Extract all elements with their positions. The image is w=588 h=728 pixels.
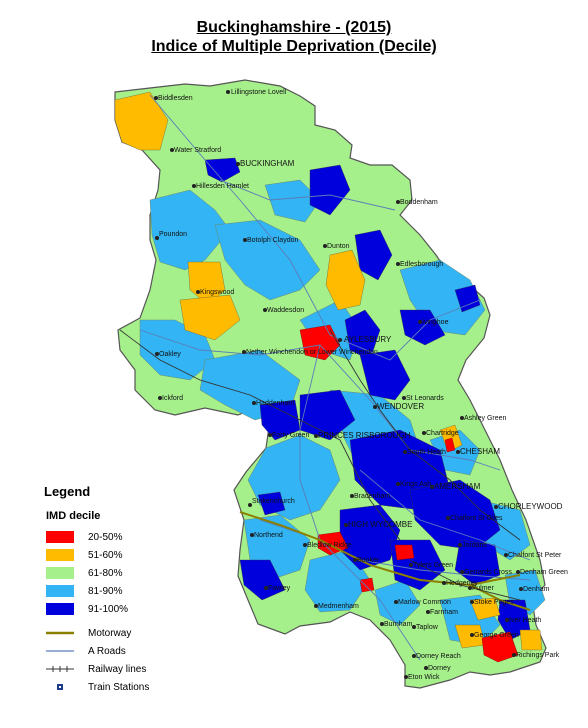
railway-lines (119, 329, 521, 601)
legend-title: Legend (44, 484, 91, 499)
place-label: Botolph Claydon (247, 237, 298, 244)
legend-row-railway: Railway lines (46, 662, 146, 676)
place-label: Denham Green (520, 569, 568, 576)
place-label: Fulmer (472, 585, 494, 592)
place-label: Northend (254, 532, 283, 539)
map-legend: Legend IMD decile 20-50% 51-60% 61-80% 8… (44, 484, 204, 704)
legend-label: 61-80% (88, 567, 123, 579)
railway-line-icon (46, 664, 74, 674)
legend-label: Railway lines (88, 663, 147, 675)
place-label: Booker (357, 557, 380, 564)
legend-label: 81-90% (88, 585, 123, 597)
place-label: George Green (474, 632, 519, 639)
map-title-line-1: Buckinghamshire - (2015) (196, 19, 392, 36)
decile-91-100-zones (204, 157, 531, 641)
place-label: Denham (523, 586, 550, 593)
legend-row-a-roads: A Roads (46, 644, 126, 658)
decile-81-90-zones (139, 179, 546, 646)
place-label: Nether Winchendon or Lower Winchendon (246, 349, 378, 356)
place-label: Chartridge (426, 430, 459, 437)
legend-swatch-light-blue (46, 585, 74, 597)
place-label: Iver Heath (509, 617, 541, 624)
place-label: Richings Park (516, 652, 560, 659)
legend-row-stations: Train Stations (46, 680, 149, 694)
road-line-icon (46, 646, 74, 656)
place-label: PRINCES RISBOROUGH (318, 431, 411, 440)
place-label: CHESHAM (460, 447, 500, 456)
place-label: CHORLEYWOOD (498, 502, 563, 511)
place-label: Gerrards Cross (464, 569, 512, 576)
motorway-line-icon (46, 628, 74, 638)
place-label: Dorney (428, 665, 451, 672)
place-label: Poundon (159, 231, 187, 238)
place-label: Haddenham (256, 400, 294, 407)
place-label: Ickford (162, 395, 183, 402)
place-label: WENDOVER (377, 402, 424, 411)
place-label: South Heath (407, 449, 446, 456)
legend-swatch-dark-blue (46, 603, 74, 615)
place-label: Chalfont St Peter (508, 552, 562, 559)
place-label: Dorney Reach (416, 653, 461, 660)
place-label: Eton Wick (408, 674, 440, 681)
place-label: St Leonards (406, 395, 444, 402)
legend-row-20-50: 20-50% (46, 530, 122, 544)
legend-label: 51-60% (88, 549, 123, 561)
place-label: AYLESBURY (344, 335, 392, 344)
place-label: Forty Green (272, 432, 309, 439)
place-label: Lillingstone Lovell (231, 89, 287, 96)
decile-20-50-zones (299, 324, 519, 663)
place-label: Stokenchurch (252, 498, 295, 505)
map-title-line-2: Indice of Multiple Deprivation (Decile) (151, 38, 437, 55)
place-label: HIGH WYCOMBE (348, 520, 412, 529)
decile-51-60-zones (114, 91, 543, 651)
legend-label: 20-50% (88, 531, 123, 543)
place-label: Biddlesden (158, 95, 193, 102)
place-label: Oakley (159, 351, 181, 358)
place-label: Bradenham (354, 493, 390, 500)
legend-row-81-90: 81-90% (46, 584, 122, 598)
place-label: Fawley (268, 585, 291, 592)
place-label: Boddenham (400, 199, 438, 206)
legend-row-61-80: 61-80% (46, 566, 122, 580)
legend-label: 91-100% (88, 603, 129, 615)
place-label: Hedgerley (446, 580, 478, 587)
place-label: Bledlow Ridge (307, 542, 352, 549)
place-label: Hillesden Hamlet (196, 183, 249, 190)
place-label: Kingswood (200, 289, 234, 296)
legend-label: Motorway (88, 627, 132, 639)
legend-swatch-light-green (46, 567, 74, 579)
place-label: Marlow Common (398, 599, 451, 606)
place-label: Water Stratford (174, 147, 221, 154)
place-label: Tylers Green (413, 562, 453, 569)
place-label: Medmenham (318, 603, 359, 610)
place-label: Ashley Green (464, 415, 507, 422)
place-label: Kings Ash (400, 481, 431, 488)
place-label: Jordans (462, 542, 487, 549)
legend-row-51-60: 51-60% (46, 548, 122, 562)
place-label: Burnham (384, 621, 413, 628)
place-label: AMERSHAM (434, 482, 481, 491)
legend-label: Train Stations (88, 681, 150, 693)
place-label: Edlesborough (400, 261, 443, 268)
place-label: Ivinghoe (422, 319, 449, 326)
legend-row-91-100: 91-100% (46, 602, 128, 616)
legend-swatch-orange (46, 549, 74, 561)
place-label: Dunton (327, 243, 350, 250)
place-label: Waddesdon (267, 307, 304, 314)
place-label: BUCKINGHAM (240, 159, 295, 168)
legend-swatch-red (46, 531, 74, 543)
place-label: Chalfont St Giles (450, 515, 503, 522)
legend-row-motorway: Motorway (46, 626, 131, 640)
place-label: Farnham (430, 609, 458, 616)
legend-subtitle: IMD decile (46, 510, 101, 522)
place-label: Taplow (416, 624, 439, 631)
place-label: Stoke Poges (474, 599, 514, 606)
train-station-icon (46, 682, 74, 692)
place-labels: Lillingstone Lovell Biddlesden Water Str… (154, 89, 568, 681)
legend-label: A Roads (88, 645, 126, 657)
